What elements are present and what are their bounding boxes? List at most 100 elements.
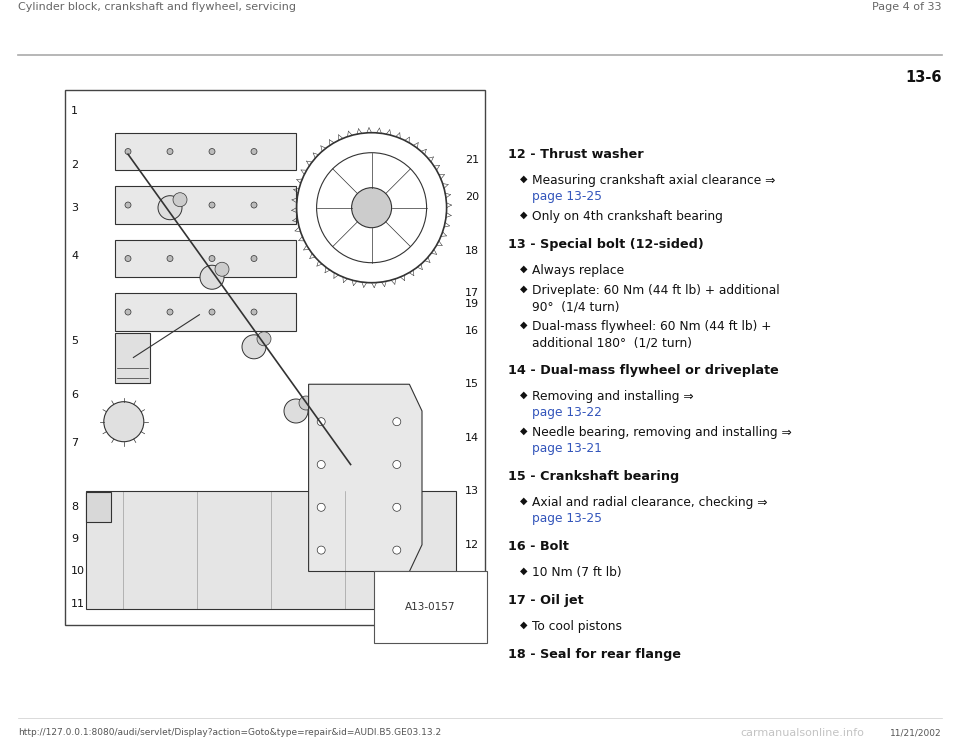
Text: Needle bearing, removing and installing ⇒: Needle bearing, removing and installing … bbox=[532, 426, 792, 439]
Bar bbox=[115, 293, 296, 331]
Text: 13: 13 bbox=[465, 486, 479, 496]
Circle shape bbox=[393, 418, 401, 426]
Circle shape bbox=[317, 418, 325, 426]
Text: 15 - Crankshaft bearing: 15 - Crankshaft bearing bbox=[508, 470, 680, 483]
Circle shape bbox=[167, 309, 173, 315]
Circle shape bbox=[317, 503, 325, 511]
Text: 16: 16 bbox=[465, 326, 479, 335]
Text: Dual-mass flywheel: 60 Nm (44 ft lb) +: Dual-mass flywheel: 60 Nm (44 ft lb) + bbox=[532, 320, 772, 333]
Text: Axial and radial clearance, checking ⇒: Axial and radial clearance, checking ⇒ bbox=[532, 496, 767, 509]
Text: http://127.0.0.1:8080/audi/servlet/Display?action=Goto&type=repair&id=AUDI.B5.GE: http://127.0.0.1:8080/audi/servlet/Displ… bbox=[18, 728, 442, 737]
Text: 15: 15 bbox=[465, 379, 479, 390]
Circle shape bbox=[351, 188, 392, 228]
Circle shape bbox=[209, 148, 215, 154]
Text: 12 - Thrust washer: 12 - Thrust washer bbox=[508, 148, 643, 161]
Text: page 13-21: page 13-21 bbox=[532, 442, 602, 455]
Circle shape bbox=[251, 309, 257, 315]
Circle shape bbox=[317, 461, 325, 468]
Text: 10: 10 bbox=[71, 566, 85, 577]
Text: 90°  (1/4 turn): 90° (1/4 turn) bbox=[532, 300, 619, 313]
Text: 17 - Oil jet: 17 - Oil jet bbox=[508, 594, 584, 607]
Text: 9: 9 bbox=[71, 534, 78, 545]
Bar bbox=[115, 186, 296, 224]
Text: ◆: ◆ bbox=[520, 284, 527, 294]
Circle shape bbox=[251, 255, 257, 261]
Text: 17: 17 bbox=[465, 289, 479, 298]
Bar bbox=[65, 90, 485, 625]
Bar bbox=[86, 492, 111, 522]
Text: Always replace: Always replace bbox=[532, 264, 624, 277]
Text: 21: 21 bbox=[465, 154, 479, 165]
Text: 4: 4 bbox=[71, 251, 78, 261]
Text: ◆: ◆ bbox=[520, 496, 527, 506]
Circle shape bbox=[125, 309, 131, 315]
Bar bbox=[115, 133, 296, 170]
Circle shape bbox=[104, 401, 144, 441]
Circle shape bbox=[251, 148, 257, 154]
Text: ◆: ◆ bbox=[520, 566, 527, 576]
Text: 18: 18 bbox=[465, 246, 479, 255]
Text: Removing and installing ⇒: Removing and installing ⇒ bbox=[532, 390, 694, 403]
Text: Page 4 of 33: Page 4 of 33 bbox=[873, 2, 942, 12]
Circle shape bbox=[125, 255, 131, 261]
Text: additional 180°  (1/2 turn): additional 180° (1/2 turn) bbox=[532, 336, 692, 349]
Circle shape bbox=[393, 461, 401, 468]
Circle shape bbox=[257, 332, 271, 346]
Circle shape bbox=[125, 148, 131, 154]
Text: 11/21/2002: 11/21/2002 bbox=[890, 728, 942, 737]
Text: ◆: ◆ bbox=[520, 620, 527, 630]
Text: carmanualsonline.info: carmanualsonline.info bbox=[740, 728, 864, 738]
Circle shape bbox=[200, 265, 224, 289]
Text: Cylinder block, crankshaft and flywheel, servicing: Cylinder block, crankshaft and flywheel,… bbox=[18, 2, 296, 12]
Text: To cool pistons: To cool pistons bbox=[532, 620, 622, 633]
Text: 20: 20 bbox=[465, 192, 479, 202]
Text: ◆: ◆ bbox=[520, 320, 527, 330]
Text: ◆: ◆ bbox=[520, 264, 527, 274]
Text: 6: 6 bbox=[71, 390, 78, 400]
Circle shape bbox=[393, 546, 401, 554]
Text: 18 - Seal for rear flange: 18 - Seal for rear flange bbox=[508, 648, 681, 661]
Text: 13 - Special bolt (12-sided): 13 - Special bolt (12-sided) bbox=[508, 238, 704, 251]
Circle shape bbox=[209, 309, 215, 315]
Text: 12: 12 bbox=[465, 539, 479, 550]
Circle shape bbox=[125, 202, 131, 208]
Text: 10 Nm (7 ft lb): 10 Nm (7 ft lb) bbox=[532, 566, 622, 579]
Text: page 13-22: page 13-22 bbox=[532, 406, 602, 419]
Text: 7: 7 bbox=[71, 438, 78, 448]
Circle shape bbox=[209, 255, 215, 261]
Text: A13-0157: A13-0157 bbox=[405, 602, 455, 612]
Circle shape bbox=[215, 262, 229, 276]
Text: 8: 8 bbox=[71, 502, 78, 512]
Text: page 13-25: page 13-25 bbox=[532, 512, 602, 525]
Text: ◆: ◆ bbox=[520, 390, 527, 400]
Text: page 13-25: page 13-25 bbox=[532, 190, 602, 203]
Circle shape bbox=[299, 396, 313, 410]
Text: 13-6: 13-6 bbox=[905, 70, 942, 85]
Bar bbox=[115, 240, 296, 278]
Circle shape bbox=[242, 335, 266, 359]
Bar bbox=[115, 332, 151, 382]
Text: Driveplate: 60 Nm (44 ft lb) + additional: Driveplate: 60 Nm (44 ft lb) + additiona… bbox=[532, 284, 780, 297]
Text: Only on 4th crankshaft bearing: Only on 4th crankshaft bearing bbox=[532, 210, 723, 223]
Circle shape bbox=[167, 255, 173, 261]
Text: ◆: ◆ bbox=[520, 426, 527, 436]
Text: 3: 3 bbox=[71, 203, 78, 213]
Circle shape bbox=[284, 399, 308, 423]
Text: 14 - Dual-mass flywheel or driveplate: 14 - Dual-mass flywheel or driveplate bbox=[508, 364, 779, 377]
Text: 11: 11 bbox=[71, 599, 85, 608]
Circle shape bbox=[317, 546, 325, 554]
Text: 16 - Bolt: 16 - Bolt bbox=[508, 540, 569, 553]
Text: 1: 1 bbox=[71, 106, 78, 116]
Text: 2: 2 bbox=[71, 160, 78, 170]
Text: ◆: ◆ bbox=[520, 210, 527, 220]
Circle shape bbox=[167, 202, 173, 208]
Bar bbox=[86, 491, 456, 609]
Text: 19: 19 bbox=[465, 299, 479, 309]
Circle shape bbox=[393, 503, 401, 511]
Text: 14: 14 bbox=[465, 433, 479, 443]
Text: 5: 5 bbox=[71, 336, 78, 347]
Text: ◆: ◆ bbox=[520, 174, 527, 184]
Circle shape bbox=[209, 202, 215, 208]
Circle shape bbox=[167, 148, 173, 154]
Circle shape bbox=[251, 202, 257, 208]
